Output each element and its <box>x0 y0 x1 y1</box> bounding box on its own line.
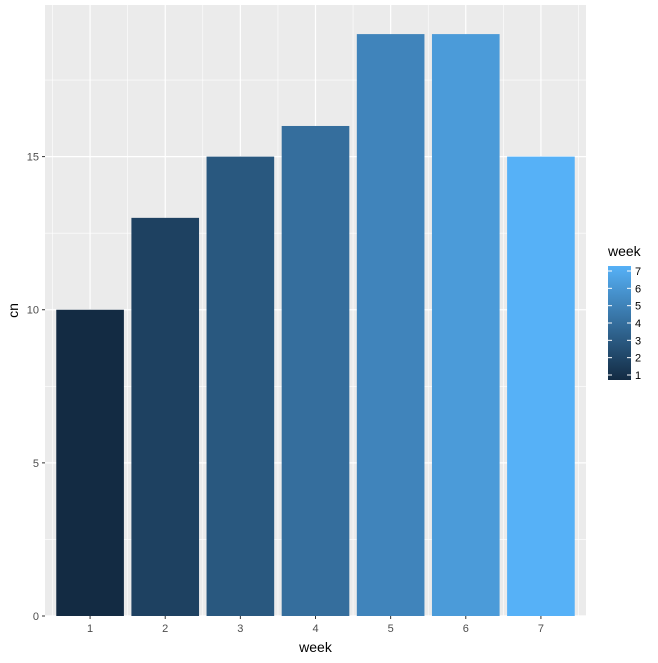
legend: week 1 2 3 4 5 6 7 <box>607 243 642 382</box>
x-tick-label: 1 <box>87 623 93 635</box>
y-tick-label: 10 <box>27 305 39 317</box>
bar-week-7 <box>507 156 575 616</box>
x-tick-label: 4 <box>312 623 318 635</box>
legend-tick-label: 1 <box>635 370 641 382</box>
legend-ticks: 1 2 3 4 5 6 7 <box>608 266 641 382</box>
x-tick-label: 5 <box>388 623 394 635</box>
legend-colorbar <box>608 266 631 380</box>
x-tick-label: 3 <box>237 623 243 635</box>
x-tick-label: 7 <box>538 623 544 635</box>
y-tick-label: 0 <box>33 611 39 623</box>
legend-tick-label: 3 <box>635 335 641 347</box>
y-tick-label: 5 <box>33 458 39 470</box>
legend-title: week <box>607 243 642 259</box>
legend-tick-label: 2 <box>635 353 641 365</box>
legend-tick-label: 4 <box>635 318 641 330</box>
bar-week-6 <box>431 34 500 617</box>
x-axis-title: week <box>298 639 333 655</box>
y-axis-title: cn <box>5 303 21 318</box>
legend-tick-label: 7 <box>635 266 641 278</box>
bar-layer <box>56 34 575 617</box>
y-tick-label: 15 <box>27 152 39 164</box>
bar-week-4 <box>281 125 350 616</box>
bar-week-1 <box>56 309 124 616</box>
bar-week-5 <box>356 34 425 617</box>
x-tick-label: 2 <box>162 623 168 635</box>
legend-tick-label: 5 <box>635 301 641 313</box>
bar-week-2 <box>131 217 200 617</box>
axis-layer: 0 5 10 15 1 2 3 4 5 6 7 <box>27 152 544 635</box>
legend-tick-label: 6 <box>635 283 641 295</box>
bar-week-3 <box>206 156 275 616</box>
x-tick-label: 6 <box>463 623 469 635</box>
